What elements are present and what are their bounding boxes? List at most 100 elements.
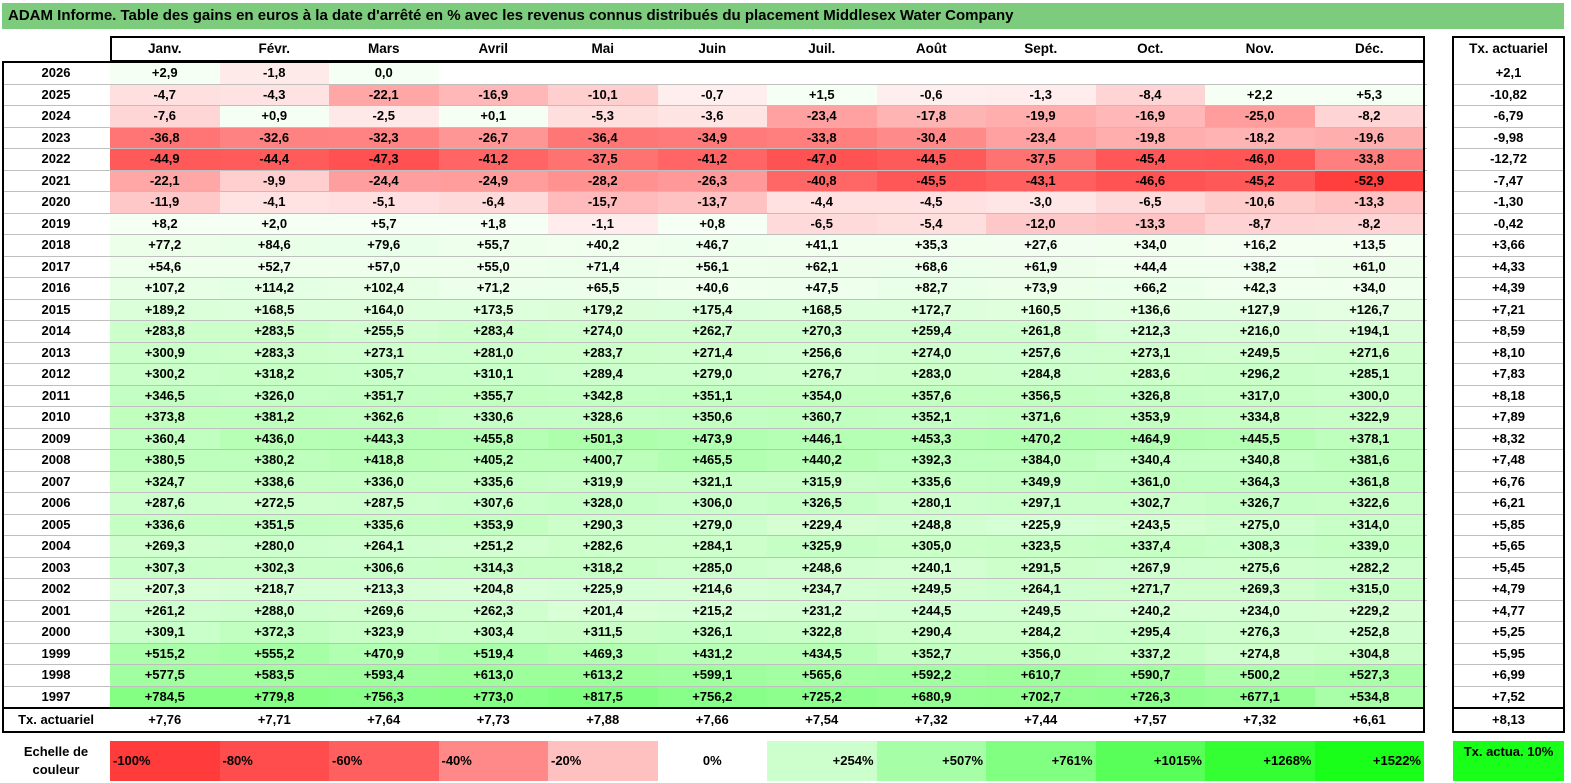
value-cell: +267,9	[1095, 556, 1205, 578]
value-cell: +565,6	[767, 664, 877, 686]
value-cell: +251,2	[438, 535, 548, 557]
year-label: 2002	[41, 581, 71, 596]
legend-swatch: +507%	[876, 741, 986, 781]
value-cell: +340,8	[1205, 449, 1315, 471]
value-cell: -30,4	[876, 126, 986, 148]
value-cell: +13,5	[1314, 234, 1424, 256]
value-cell: +290,3	[548, 513, 658, 535]
value-cell: +527,3	[1314, 664, 1424, 686]
value-cell: +464,9	[1095, 427, 1205, 449]
value-cell: +164,0	[329, 298, 439, 320]
value-cell: +288,0	[219, 599, 329, 621]
value-cell: +295,4	[1095, 621, 1205, 643]
value-cell: -33,8	[767, 126, 877, 148]
rate-cell: +7,83	[1492, 366, 1525, 381]
value-cell: -0,6	[876, 83, 986, 105]
row-separator	[2, 470, 1427, 472]
value-cell: -16,9	[438, 83, 548, 105]
value-cell: +445,5	[1205, 427, 1315, 449]
value-cell: +381,6	[1314, 449, 1424, 471]
year-label: 2007	[41, 473, 71, 489]
row-separator	[2, 83, 1427, 85]
value-cell: +315,0	[1314, 578, 1424, 600]
rate-cell: -10,82	[1490, 86, 1527, 102]
value-cell: +249,5	[876, 578, 986, 600]
value-cell: +248,8	[876, 513, 986, 535]
row-separator	[2, 406, 1427, 407]
value-cell: +283,4	[438, 320, 548, 342]
value-cell: -45,4	[1095, 148, 1205, 170]
row-separator	[1453, 298, 1564, 300]
value-cell: +339,0	[1314, 535, 1424, 557]
value-cell: +41,1	[767, 234, 877, 256]
value-cell: +351,5	[219, 513, 329, 535]
value-cell: -44,4	[219, 148, 329, 170]
value-cell: +400,7	[548, 449, 658, 471]
rate-cell: +4,77	[1492, 602, 1525, 618]
value-cell: +677,1	[1205, 685, 1315, 707]
rate-cell: +6,21	[1492, 495, 1525, 510]
row-separator	[2, 384, 1427, 386]
value-cell: +381,2	[219, 406, 329, 428]
value-cell: +283,0	[876, 363, 986, 385]
value-cell: +269,3	[1205, 578, 1315, 600]
value-cell: +264,1	[329, 535, 439, 557]
footer-rate-cell: +6,61	[1352, 712, 1386, 727]
year-label: 2000	[41, 624, 71, 639]
value-cell: +779,8	[219, 685, 329, 707]
footer-rate-cell: +7,73	[476, 712, 510, 727]
value-cell: +61,0	[1314, 255, 1424, 277]
value-cell: +280,0	[219, 535, 329, 557]
value-cell: -25,0	[1205, 105, 1315, 127]
value-cell: +321,1	[657, 470, 767, 492]
rate-cell: +6,99	[1492, 667, 1525, 682]
value-cell: +84,6	[219, 234, 329, 256]
row-separator	[1453, 427, 1564, 429]
value-cell: +362,6	[329, 406, 439, 428]
value-cell: -4,7	[110, 83, 220, 105]
year-label: 2023	[41, 129, 71, 145]
value-cell: +324,7	[110, 470, 220, 492]
value-cell: +71,2	[438, 277, 548, 299]
value-cell: +243,5	[1095, 513, 1205, 535]
rate-cell: +4,79	[1492, 581, 1525, 596]
legend-swatch: -20%	[548, 741, 658, 781]
value-cell: -4,3	[219, 83, 329, 105]
value-cell: -37,5	[548, 148, 658, 170]
value-cell: +384,0	[986, 449, 1096, 471]
footer-rate-cell: +7,32	[914, 712, 948, 727]
year-label: 2014	[41, 323, 71, 338]
footer-rate-cell: +7,54	[805, 712, 839, 727]
value-cell: +215,2	[657, 599, 767, 621]
value-cell: +326,7	[1205, 492, 1315, 514]
year-label: 2008	[41, 452, 71, 467]
value-cell: +610,7	[986, 664, 1096, 686]
value-cell: -32,6	[219, 126, 329, 148]
value-cell: +355,7	[438, 384, 548, 406]
value-cell: -45,5	[876, 169, 986, 191]
value-cell: +465,5	[657, 449, 767, 471]
row-separator	[2, 298, 1427, 300]
value-cell: +470,9	[329, 642, 439, 664]
value-cell: +218,7	[219, 578, 329, 600]
value-cell: +244,5	[876, 599, 986, 621]
value-cell: +56,1	[657, 255, 767, 277]
value-cell: +276,3	[1205, 621, 1315, 643]
value-cell: +392,3	[876, 449, 986, 471]
value-cell: +599,1	[657, 664, 767, 686]
value-cell: +271,6	[1314, 341, 1424, 363]
year-label: 2021	[41, 172, 71, 188]
year-label: 2012	[41, 366, 71, 381]
value-cell: +234,7	[767, 578, 877, 600]
value-cell: +126,7	[1314, 298, 1424, 320]
value-cell: -8,2	[1314, 212, 1424, 234]
value-cell: +279,0	[657, 513, 767, 535]
rate-cell: +8,32	[1492, 430, 1525, 446]
value-cell: -1,8	[219, 62, 329, 84]
value-cell: +310,1	[438, 363, 548, 385]
row-separator	[2, 621, 1427, 622]
value-cell	[1314, 62, 1424, 84]
value-cell: +283,6	[1095, 363, 1205, 385]
value-cell: +61,9	[986, 255, 1096, 277]
value-cell: +500,2	[1205, 664, 1315, 686]
